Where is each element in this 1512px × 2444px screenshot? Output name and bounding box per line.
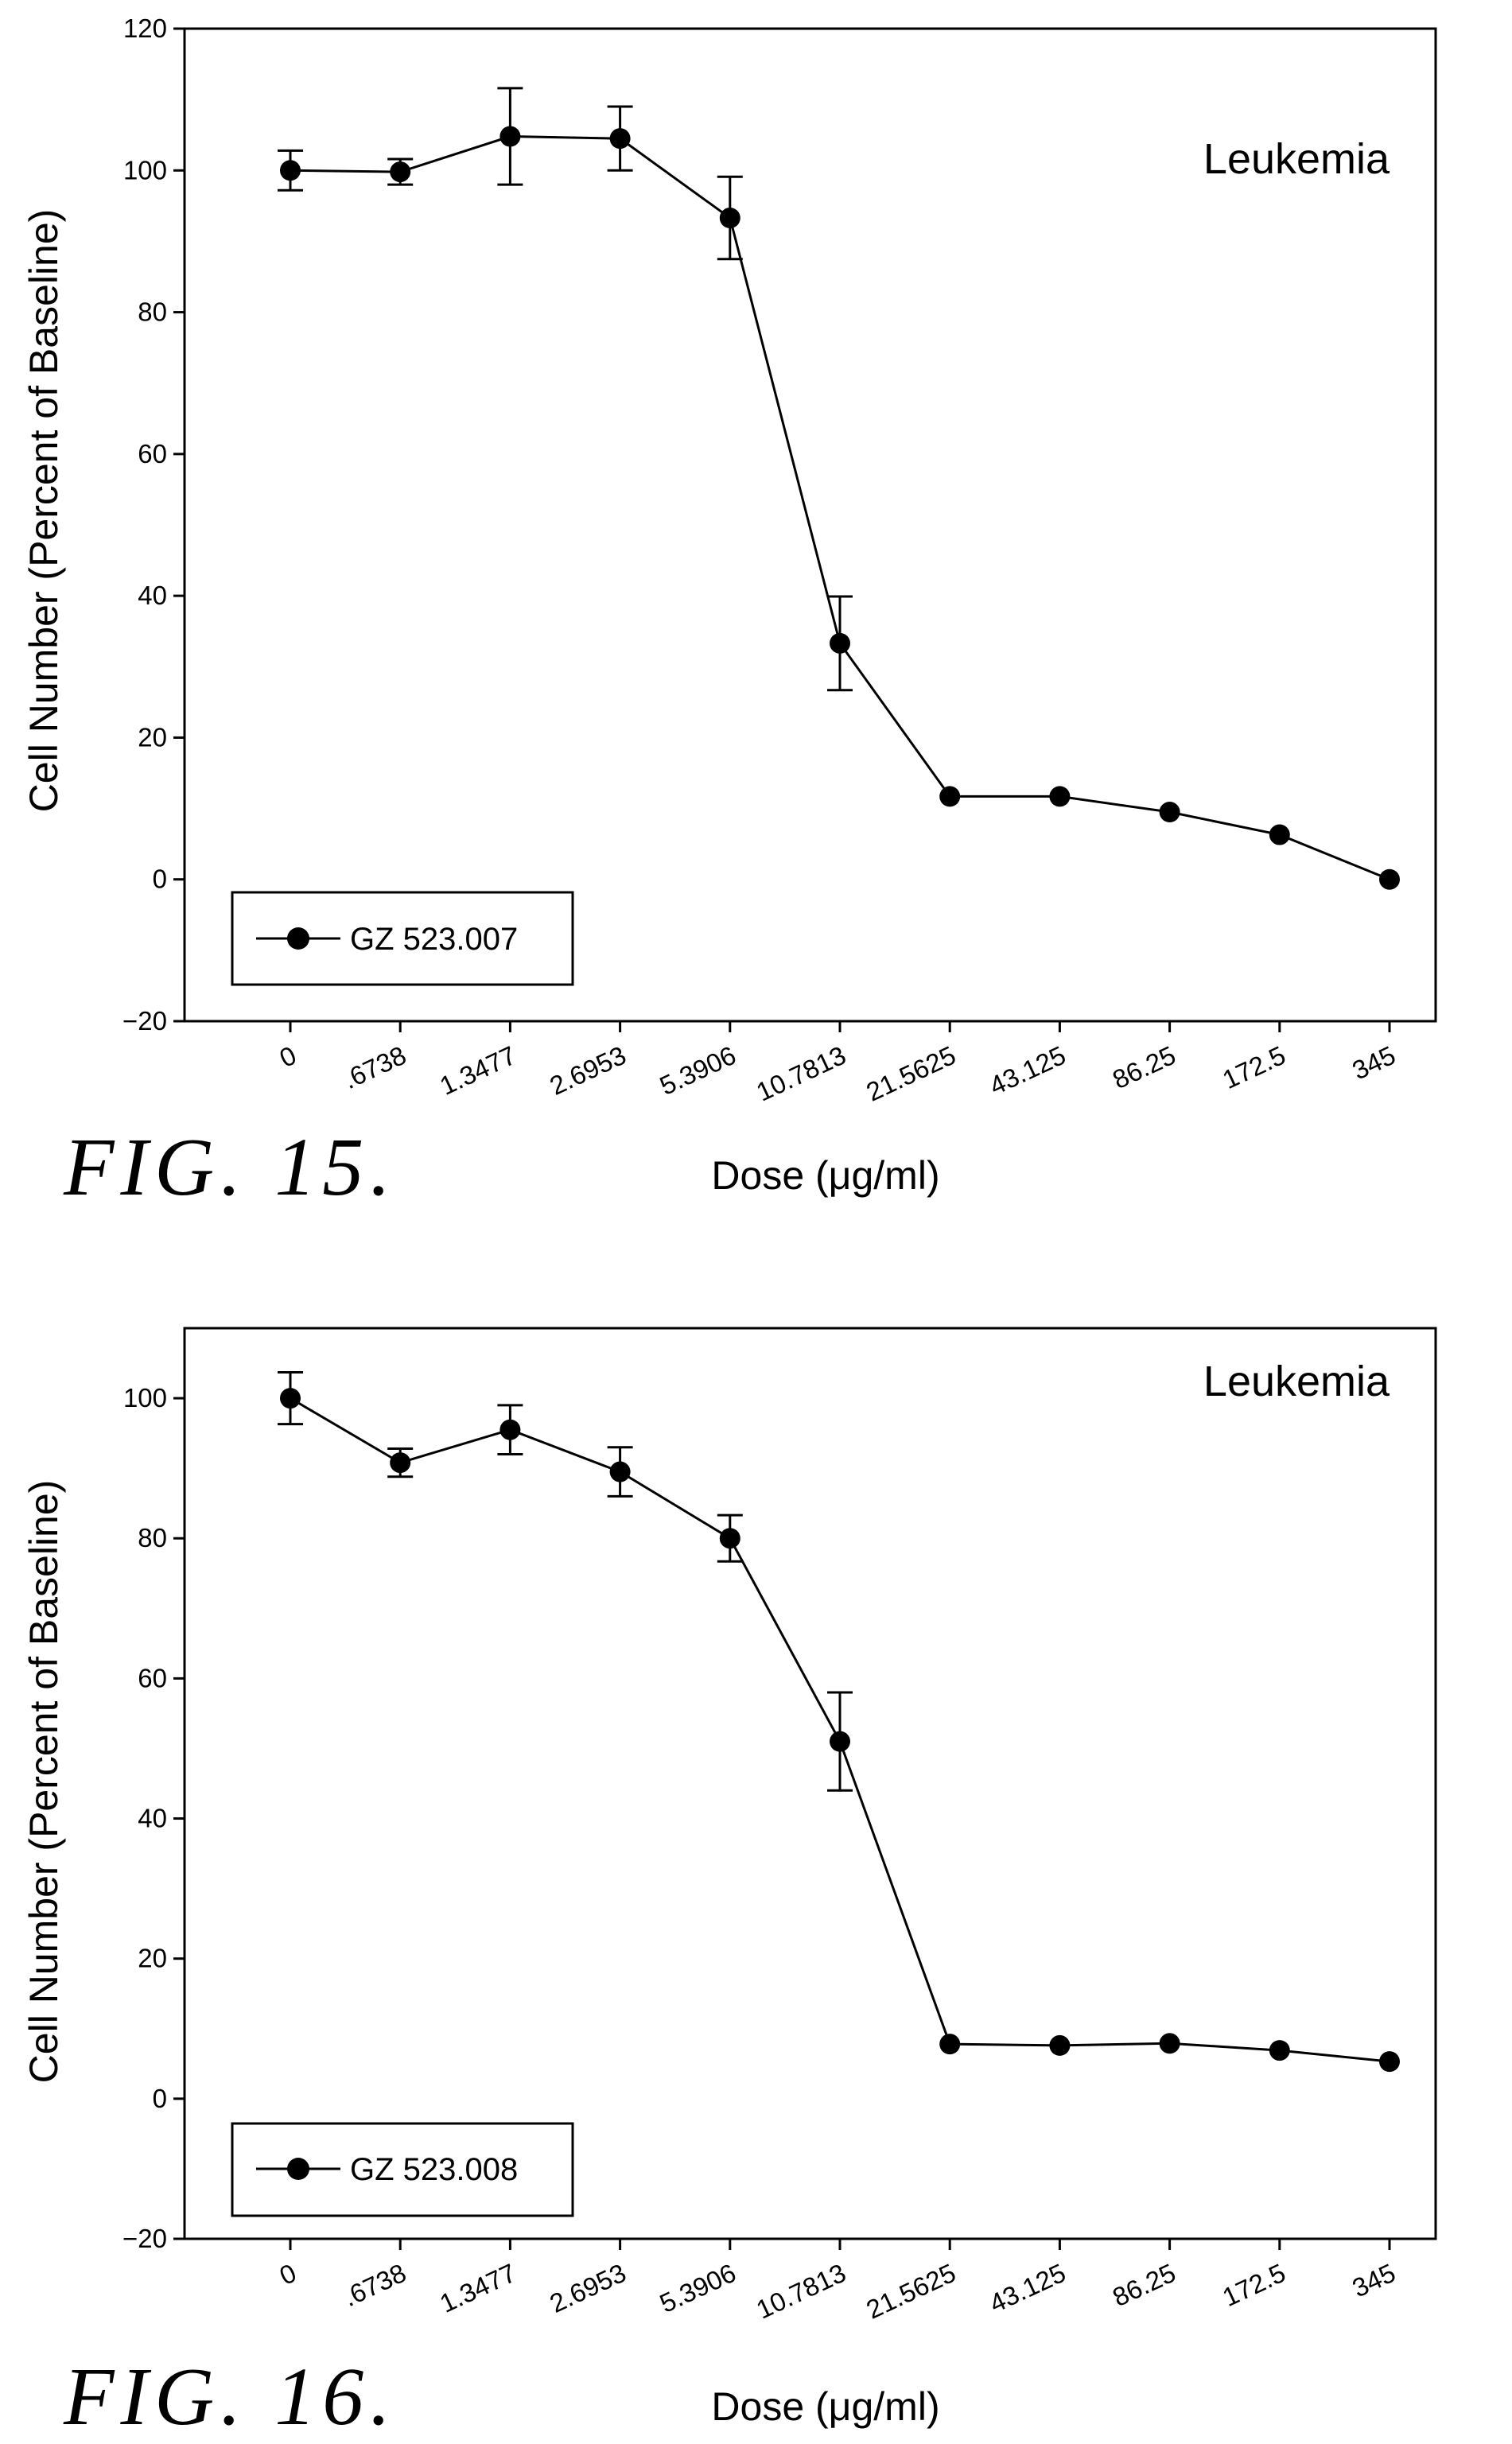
data-point (830, 1731, 850, 1752)
svg-text:Cell Number (Percent of Baseli: Cell Number (Percent of Baseline) (21, 1480, 66, 2084)
y-tick-label: 100 (123, 155, 167, 185)
data-point (939, 2034, 961, 2055)
x-tick-label: 43.125 (985, 2258, 1070, 2318)
legend-label: GZ 523.007 (350, 922, 518, 957)
data-point (1159, 802, 1180, 823)
figure-caption: FIG. 15. (63, 1121, 397, 1213)
y-tick-label: 20 (138, 1944, 167, 1973)
x-tick-label: 0 (275, 2258, 301, 2291)
legend-marker (287, 2158, 309, 2180)
x-tick-label: 5.3906 (655, 2258, 740, 2318)
x-tick-label: 43.125 (985, 1040, 1070, 1101)
x-tick-label: 10.7813 (752, 1040, 850, 1107)
plot-frame (183, 27, 1437, 1023)
x-axis-label: Dose (μg/ml) (711, 1153, 939, 1198)
data-point (280, 1388, 301, 1409)
data-point (1269, 2040, 1290, 2061)
data-point (390, 161, 411, 183)
legend: GZ 523.008 (231, 2122, 574, 2217)
x-tick-label: 1.3477 (435, 2258, 520, 2318)
y-axis: −20 0 20 40 60 80 100 (122, 1383, 185, 2253)
svg-text:Cell Number (Percent of Baseli: Cell Number (Percent of Baseline) (21, 209, 66, 813)
chart-annotation: Leukemia (1203, 1358, 1390, 1405)
x-tick-label: 10.7813 (752, 2258, 850, 2325)
y-tick-label: 40 (138, 581, 167, 610)
legend-marker (287, 927, 309, 950)
x-tick-label: 345 (1347, 2258, 1400, 2303)
x-tick-label: 5.3906 (655, 1040, 740, 1101)
x-tick-label: 2.6953 (545, 2258, 630, 2318)
legend: GZ 523.007 (231, 891, 574, 986)
data-point (1159, 2033, 1180, 2054)
data-point (830, 632, 850, 654)
data-point (609, 1461, 631, 1482)
series-line (278, 87, 1400, 890)
data-point (499, 1419, 521, 1440)
data-point (719, 208, 740, 229)
data-point (719, 1528, 740, 1549)
data-point (1049, 786, 1071, 807)
data-point (939, 786, 961, 807)
y-axis-label: Cell Number (Percent of Baseline) (21, 209, 66, 813)
x-tick-label: 172.5 (1218, 1040, 1289, 1094)
x-tick-label: .6738 (339, 2258, 410, 2312)
y-tick-label: 60 (138, 1663, 167, 1692)
y-tick-label: −20 (122, 1006, 167, 1035)
y-tick-label: −20 (122, 2224, 167, 2253)
y-axis: −20 0 20 40 60 80 100 120 (122, 14, 185, 1035)
x-axis: 0 .6738 1.3477 2.6953 5.3906 10.7813 21.5625 43… (275, 2239, 1400, 2325)
legend-label: GZ 523.008 (350, 2152, 518, 2187)
chart-fig15: −20 0 20 40 60 80 100 120 0 .6738 1.3477 2.6953 5.3… (21, 14, 1437, 1213)
data-point (390, 1452, 411, 1474)
y-axis-label: Cell Number (Percent of Baseline) (21, 1480, 66, 2084)
y-tick-label: 60 (138, 439, 167, 468)
x-tick-label: 1.3477 (435, 1040, 520, 1101)
data-point (1379, 2051, 1400, 2073)
x-axis: 0 .6738 1.3477 2.6953 5.3906 10.7813 21.5625 43… (275, 1021, 1400, 1107)
x-tick-label: 2.6953 (545, 1040, 630, 1101)
data-point (609, 128, 631, 150)
y-tick-label: 0 (153, 865, 167, 894)
x-tick-label: .6738 (339, 1040, 410, 1094)
data-point (499, 126, 521, 147)
x-tick-label: 0 (275, 1040, 301, 1073)
x-tick-label: 21.5625 (861, 2258, 960, 2325)
y-tick-label: 40 (138, 1804, 167, 1833)
x-tick-label: 172.5 (1218, 2258, 1289, 2312)
y-tick-label: 100 (123, 1383, 167, 1412)
y-tick-label: 0 (153, 2084, 167, 2113)
x-tick-label: 86.25 (1108, 1040, 1180, 1094)
plot-frame (183, 1327, 1437, 2240)
y-tick-label: 20 (138, 722, 167, 752)
data-point (280, 160, 301, 181)
x-tick-label: 86.25 (1108, 2258, 1180, 2312)
data-point (1379, 868, 1400, 890)
figure-caption: FIG. 16. (63, 2351, 397, 2442)
y-tick-label: 80 (138, 297, 167, 327)
series-line (278, 1370, 1400, 2073)
series-polyline (290, 134, 1390, 881)
chart-annotation: Leukemia (1203, 135, 1390, 183)
x-axis-label: Dose (μg/ml) (711, 2384, 939, 2429)
data-point (1049, 2034, 1071, 2056)
chart-fig16: −20 0 20 40 60 80 100 0 .6738 1.3477 2.6953 5.3906… (21, 1327, 1437, 2442)
data-point (1269, 824, 1290, 845)
x-tick-label: 345 (1347, 1040, 1400, 1086)
x-tick-label: 21.5625 (861, 1040, 960, 1107)
y-tick-label: 80 (138, 1523, 167, 1552)
y-tick-label: 120 (123, 14, 167, 43)
